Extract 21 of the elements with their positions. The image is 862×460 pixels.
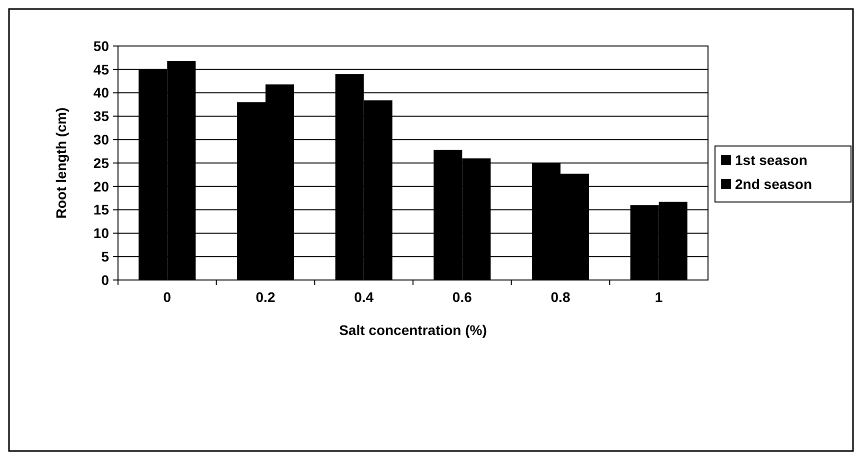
y-tick-label: 35 <box>93 108 110 124</box>
x-tick-label: 0 <box>163 289 172 305</box>
y-tick-label: 15 <box>93 202 110 218</box>
y-tick-label: 50 <box>93 38 110 54</box>
y-tick-label: 5 <box>101 248 110 264</box>
x-tick-label: 1 <box>654 289 663 305</box>
x-tick-label: 0.2 <box>256 289 276 305</box>
legend-label: 2nd season <box>735 176 812 192</box>
y-tick-label: 10 <box>93 225 110 242</box>
y-tick-label: 40 <box>93 84 110 101</box>
y-tick-label: 0 <box>101 272 110 288</box>
x-tick-label: 0.8 <box>550 289 570 305</box>
y-tick-label: 30 <box>93 132 110 148</box>
x-tick-label: 0.6 <box>452 289 472 305</box>
x-tick-label: 0.4 <box>354 289 374 305</box>
x-axis-title: Salt concentration (%) <box>339 322 487 338</box>
y-tick-label: 25 <box>93 154 110 171</box>
legend-label: 1st season <box>735 152 808 168</box>
y-tick-label: 45 <box>93 61 110 78</box>
y-tick-label: 20 <box>93 178 110 194</box>
y-axis-title: Root length (cm) <box>53 107 69 219</box>
